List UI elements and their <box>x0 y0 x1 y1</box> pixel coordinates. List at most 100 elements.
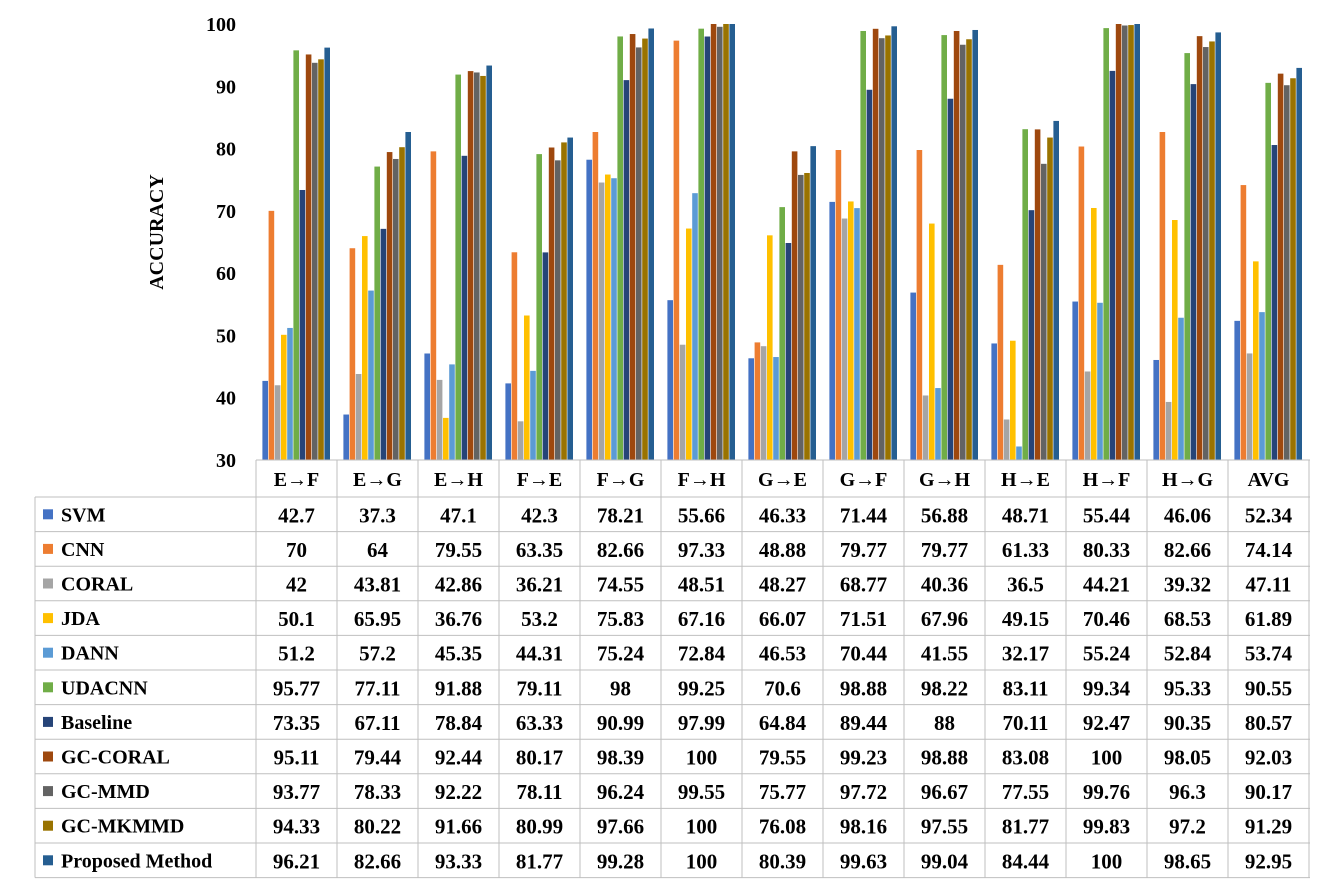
data-label: 89.44 <box>840 711 888 735</box>
bar <box>355 373 362 460</box>
data-label: 44.31 <box>516 642 563 666</box>
data-label: 83.08 <box>1002 746 1049 770</box>
bar <box>281 334 287 460</box>
data-label: 42.7 <box>278 503 315 527</box>
legend-key <box>43 682 53 693</box>
x-tick-label: E→G <box>353 469 402 491</box>
bar <box>929 223 935 460</box>
y-axis-label: ACCURACY <box>146 174 168 290</box>
data-label: 92.44 <box>435 746 483 770</box>
legend-key <box>43 543 53 554</box>
data-label: 100 <box>686 815 718 839</box>
y-tick-label: 30 <box>216 450 236 472</box>
data-label: 49.15 <box>1002 607 1049 631</box>
y-tick-label: 90 <box>216 76 236 98</box>
data-label: 32.17 <box>1002 642 1049 666</box>
data-label: 48.27 <box>759 573 806 597</box>
legend-label: SVM <box>61 504 106 526</box>
data-label: 68.77 <box>840 573 887 597</box>
data-label: 99.28 <box>597 849 644 873</box>
data-label: 63.35 <box>516 538 563 562</box>
bar <box>648 28 654 460</box>
data-label: 79.55 <box>435 538 482 562</box>
data-label: 70.6 <box>764 676 801 700</box>
data-label: 47.1 <box>440 503 477 527</box>
bar <box>436 379 443 460</box>
bar <box>841 218 848 460</box>
data-label: 81.77 <box>516 849 563 873</box>
data-label: 98.16 <box>840 815 887 839</box>
bar <box>686 228 692 460</box>
data-label: 70 <box>286 538 307 562</box>
legend-label: Baseline <box>61 712 132 734</box>
legend-label: GC-MKMMD <box>61 816 184 838</box>
bar <box>941 35 947 461</box>
bar <box>318 59 324 460</box>
bar <box>798 174 804 461</box>
bar <box>1103 28 1109 461</box>
bar <box>960 44 966 461</box>
data-label: 43.81 <box>354 573 401 597</box>
data-label: 96.24 <box>597 780 645 804</box>
data-label: 46.06 <box>1164 503 1211 527</box>
data-label: 90.35 <box>1164 711 1211 735</box>
y-tick-label: 40 <box>216 388 236 410</box>
bar <box>710 24 717 460</box>
bar <box>829 201 835 460</box>
bar <box>1134 24 1140 460</box>
bar <box>754 342 761 460</box>
bar <box>966 39 972 460</box>
data-label: 99.83 <box>1083 815 1130 839</box>
bar <box>617 36 623 461</box>
data-label: 97.55 <box>921 815 968 839</box>
y-tick-label: 80 <box>216 139 236 161</box>
bar <box>935 388 941 460</box>
y-axis-ticks: 30 40 50 60 70 80 90 100 <box>206 14 236 472</box>
bar <box>1277 73 1284 460</box>
data-label: 100 <box>1091 746 1123 770</box>
data-label: 78.84 <box>435 711 483 735</box>
data-label: 39.32 <box>1164 573 1211 597</box>
bar <box>293 50 299 460</box>
bar <box>474 72 480 461</box>
data-label: 41.55 <box>921 642 968 666</box>
bar <box>598 182 605 460</box>
bar <box>524 315 530 460</box>
data-label: 90.17 <box>1245 780 1292 804</box>
data-label: 80.99 <box>516 815 563 839</box>
bar <box>636 47 642 461</box>
bar <box>505 383 511 460</box>
bar <box>555 160 561 460</box>
data-label: 70.46 <box>1083 607 1130 631</box>
bar <box>274 385 281 460</box>
legend-key <box>43 855 53 866</box>
bar <box>1234 320 1240 460</box>
legend-key <box>43 578 53 589</box>
x-tick-label: AVG <box>1248 469 1290 491</box>
bar <box>629 34 636 460</box>
data-label: 99.34 <box>1083 676 1131 700</box>
data-label: 96.3 <box>1169 780 1206 804</box>
legend-key <box>43 820 53 831</box>
data-label: 99.63 <box>840 849 887 873</box>
data-label: 71.44 <box>840 503 888 527</box>
bar <box>567 137 573 461</box>
legend-label: Proposed Method <box>61 850 212 872</box>
data-label: 56.88 <box>921 503 968 527</box>
bar <box>673 40 680 460</box>
data-label: 52.84 <box>1164 642 1212 666</box>
bar <box>548 147 555 460</box>
data-label: 57.2 <box>359 642 396 666</box>
x-tick-label: F→H <box>678 469 726 491</box>
bar <box>910 292 916 460</box>
data-label: 42.86 <box>435 573 482 597</box>
x-tick-label: G→E <box>758 469 807 491</box>
data-label: 100 <box>686 746 718 770</box>
x-tick-label: G→H <box>919 469 971 491</box>
bar <box>517 421 524 460</box>
bar <box>1028 210 1035 460</box>
bar <box>991 343 997 460</box>
data-label: 81.77 <box>1002 815 1049 839</box>
bar <box>586 159 592 460</box>
data-label: 47.11 <box>1245 573 1291 597</box>
